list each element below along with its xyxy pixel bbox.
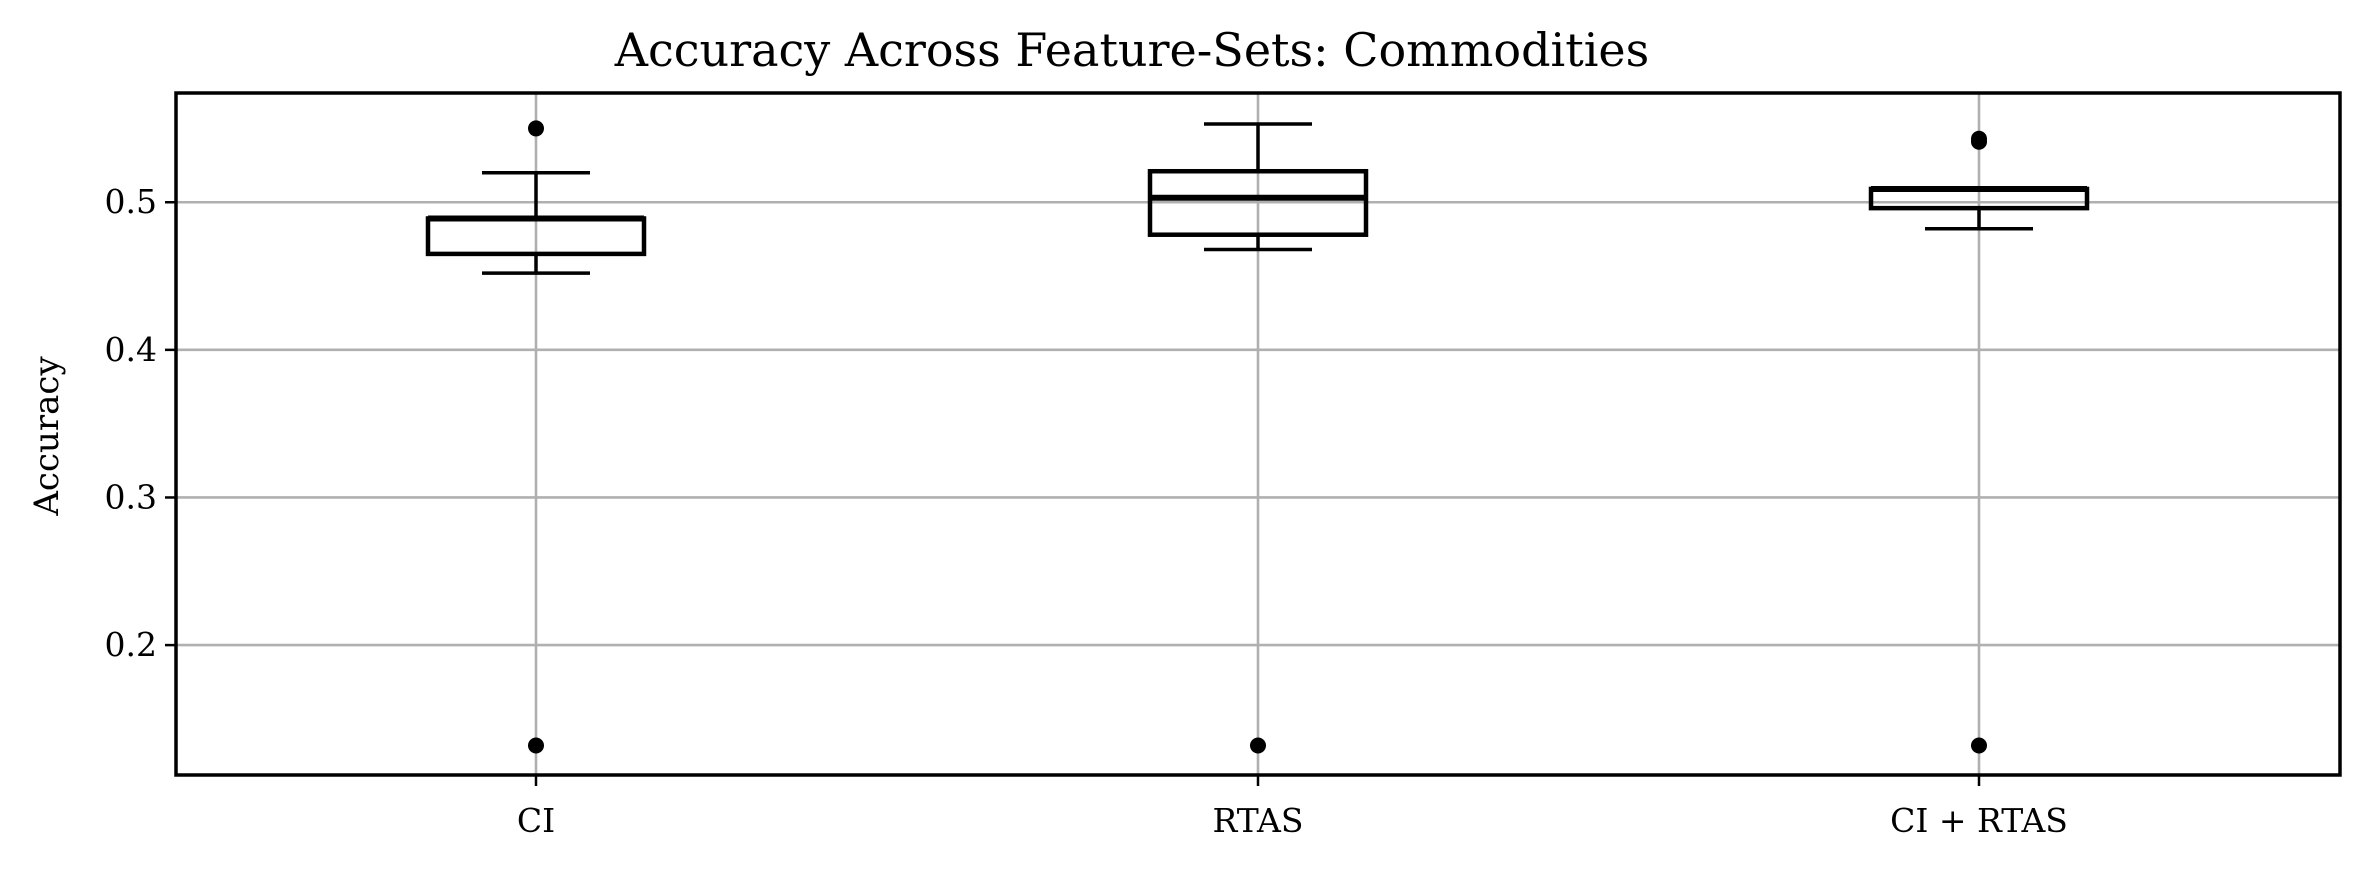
y-tick-label: 0.5 <box>105 182 157 221</box>
flier-point <box>1971 134 1987 150</box>
x-tick-label: CI + RTAS <box>1890 801 2068 840</box>
axes: 0.2 0.3 0.4 0.5 CI RTAS CI + RTAS <box>105 182 2068 840</box>
y-tick-label: 0.2 <box>105 625 157 664</box>
flier-point <box>1971 737 1987 753</box>
y-tick-label: 0.3 <box>105 477 157 516</box>
chart-title: Accuracy Across Feature-Sets: Commoditie… <box>614 23 1650 77</box>
flier-point <box>528 737 544 753</box>
flier-point <box>528 120 544 136</box>
x-tick-label: CI <box>517 801 555 840</box>
flier-point <box>1250 737 1266 753</box>
y-tick-label: 0.4 <box>105 330 157 369</box>
y-axis-label: Accuracy <box>27 356 67 517</box>
x-tick-label: RTAS <box>1213 801 1304 840</box>
